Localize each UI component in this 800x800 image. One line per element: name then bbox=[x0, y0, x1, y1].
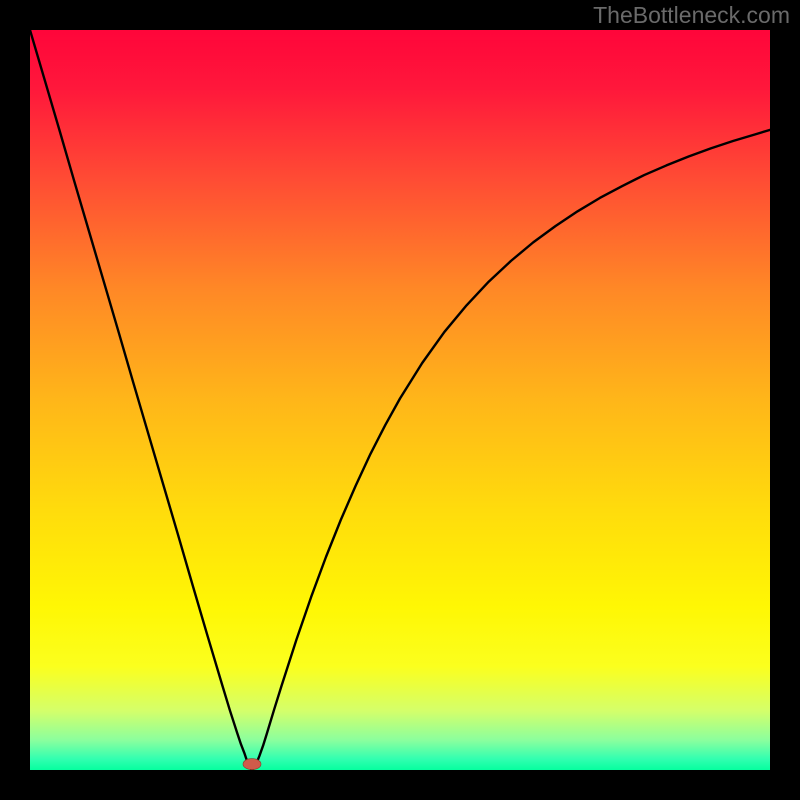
chart-container: TheBottleneck.com bbox=[0, 0, 800, 800]
plot-svg bbox=[30, 30, 770, 770]
watermark-text: TheBottleneck.com bbox=[593, 2, 790, 29]
plot-area bbox=[30, 30, 770, 770]
minimum-marker bbox=[243, 759, 261, 770]
